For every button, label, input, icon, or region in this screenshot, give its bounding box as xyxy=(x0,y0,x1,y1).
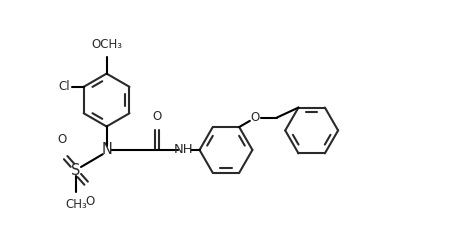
Text: O: O xyxy=(85,195,94,208)
Text: N: N xyxy=(101,143,112,157)
Text: Cl: Cl xyxy=(58,80,69,93)
Text: O: O xyxy=(152,110,161,123)
Text: OCH₃: OCH₃ xyxy=(91,38,122,51)
Text: S: S xyxy=(71,163,81,178)
Text: CH₃: CH₃ xyxy=(65,198,87,211)
Text: NH: NH xyxy=(174,144,193,156)
Text: O: O xyxy=(251,111,260,124)
Text: O: O xyxy=(58,133,67,146)
